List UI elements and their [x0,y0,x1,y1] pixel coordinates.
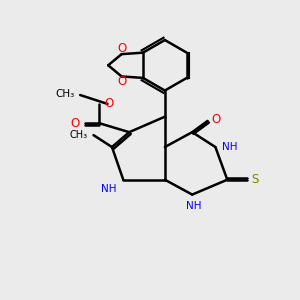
Text: O: O [117,42,126,55]
Text: CH₃: CH₃ [70,130,88,140]
Text: NH: NH [101,184,117,194]
Text: O: O [212,113,221,126]
Text: O: O [117,75,126,88]
Text: NH: NH [186,201,201,211]
Text: S: S [251,173,258,186]
Text: CH₃: CH₃ [56,88,75,98]
Text: O: O [70,117,79,130]
Text: O: O [105,98,114,110]
Text: NH: NH [222,142,237,152]
